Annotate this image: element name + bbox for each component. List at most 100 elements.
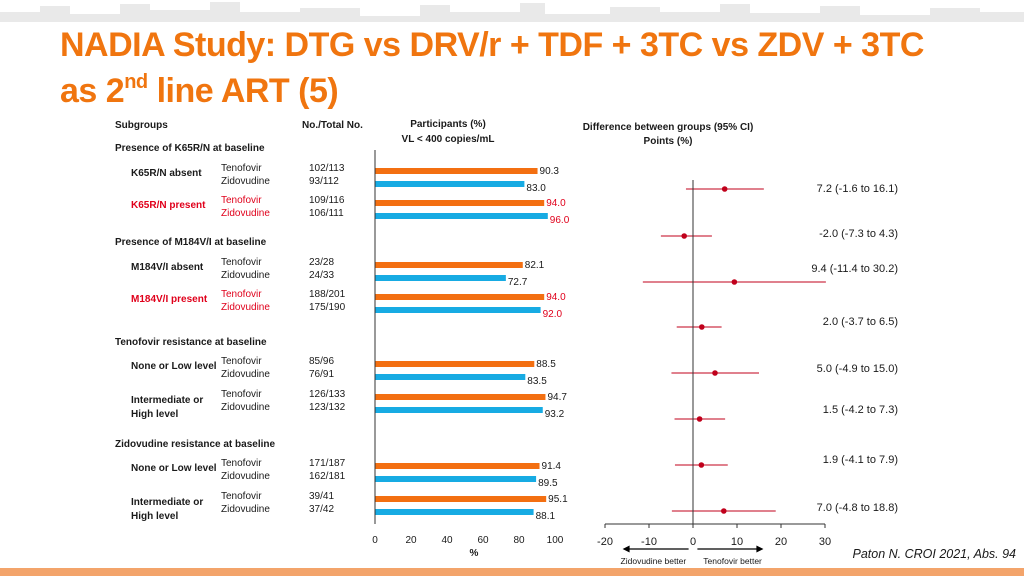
- ci-text: 1.9 (-4.1 to 7.9): [822, 454, 898, 466]
- arm-label: Tenofovir: [221, 491, 262, 502]
- bar-axis-tick-label: 60: [477, 535, 489, 546]
- forest-tick-label: -10: [641, 536, 657, 548]
- citation: Paton N. CROI 2021, Abs. 94: [852, 547, 1016, 561]
- forest-tick-label: -20: [597, 536, 613, 548]
- bar-axis-tick-label: 100: [546, 535, 564, 546]
- tenofovir-bar: [375, 294, 545, 300]
- count-value: 23/28: [309, 257, 335, 268]
- bar-value-label: 95.1: [548, 494, 568, 505]
- bar-value-label: 89.5: [538, 478, 558, 489]
- count-value: 162/181: [309, 471, 346, 482]
- bar-value-label: 72.7: [507, 277, 528, 288]
- subgroup-label: M184V/I present: [131, 294, 208, 305]
- arm-label: Tenofovir: [221, 389, 262, 400]
- title-superscript: nd: [124, 71, 148, 93]
- count-value: 175/190: [309, 302, 346, 313]
- subgroup-label: K65R/N present: [131, 200, 206, 211]
- ci-text: -2.0 (-7.3 to 4.3): [819, 228, 898, 240]
- section-heading: Tenofovir resistance at baseline: [115, 337, 267, 348]
- tenofovir-bar: [375, 496, 547, 502]
- tenofovir-bar: [375, 463, 540, 469]
- arm-label: Zidovudine: [221, 504, 270, 515]
- count-value: 126/133: [309, 389, 346, 400]
- subgroup-label: Intermediate or: [131, 395, 204, 406]
- ci-text: 7.2 (-1.6 to 16.1): [816, 183, 898, 195]
- zidovudine-bar: [375, 275, 506, 281]
- count-value: 102/113: [309, 163, 345, 174]
- arm-label: Tenofovir: [221, 163, 262, 174]
- arm-label: Zidovudine: [221, 302, 270, 313]
- bar-value-label: 83.0: [526, 183, 546, 194]
- forest-tick-label: 30: [818, 536, 832, 548]
- bar-value-label: 94.0: [546, 292, 566, 303]
- zidovudine-bar: [375, 181, 525, 187]
- arm-label: Tenofovir: [221, 195, 262, 206]
- bar-value-label: 83.5: [527, 376, 547, 387]
- zidovudine-bar: [375, 307, 541, 313]
- arrow-left-icon: [622, 545, 630, 553]
- footer-band: [0, 568, 1024, 576]
- difference-subheader: Points (%): [643, 136, 693, 147]
- arm-label: Zidovudine: [221, 402, 270, 413]
- count-value: 37/42: [309, 504, 335, 515]
- count-value: 106/111: [309, 208, 344, 219]
- zidovudine-better-label: Zidovudine better: [620, 556, 687, 566]
- forest-tick-label: 20: [774, 536, 788, 548]
- tenofovir-bar: [375, 200, 545, 206]
- tenofovir-bar: [375, 262, 523, 268]
- ci-point-estimate: [698, 462, 705, 468]
- participants-header: Participants (%): [410, 119, 486, 130]
- ci-text: 7.0 (-4.8 to 18.8): [816, 502, 898, 514]
- bar-value-label: 88.5: [536, 359, 556, 370]
- zidovudine-bar: [375, 509, 534, 515]
- zidovudine-bar: [375, 476, 537, 482]
- arm-label: Zidovudine: [221, 270, 270, 281]
- count-value: 85/96: [309, 356, 335, 367]
- arrow-right-icon: [756, 545, 764, 553]
- tenofovir-bar: [375, 394, 546, 400]
- count-value: 24/33: [309, 270, 335, 281]
- bar-value-label: 88.1: [535, 511, 556, 522]
- arm-label: Tenofovir: [221, 257, 262, 268]
- ci-text: 2.0 (-3.7 to 6.5): [822, 316, 898, 328]
- section-heading: Zidovudine resistance at baseline: [115, 439, 276, 450]
- ci-point-estimate: [696, 416, 703, 422]
- count-value: 39/41: [309, 491, 335, 502]
- bar-value-label: 93.2: [544, 409, 565, 420]
- tenofovir-better-label: Tenofovir better: [703, 556, 762, 566]
- arm-label: Zidovudine: [221, 176, 270, 187]
- forest-tick-label: 10: [730, 536, 744, 548]
- decorative-skyline: [0, 2, 1024, 22]
- zidovudine-bar: [375, 213, 548, 219]
- bar-axis-label: %: [469, 548, 479, 559]
- difference-header: Difference between groups (95% CI): [582, 122, 754, 133]
- ci-point-estimate: [712, 370, 718, 376]
- title-line-1: NADIA Study: DTG vs DRV/r + TDF + 3TC vs…: [60, 26, 924, 64]
- section-heading: Presence of K65R/N at baseline: [115, 143, 265, 154]
- tenofovir-bar: [375, 361, 535, 367]
- subgroup-label: Intermediate or: [131, 497, 204, 508]
- ci-text: 5.0 (-4.9 to 15.0): [816, 363, 898, 375]
- forest-tick-label: 0: [689, 536, 697, 548]
- subgroup-label: High level: [131, 511, 179, 522]
- bar-value-label: 82.1: [524, 260, 545, 271]
- bar-value-label: 90.3: [539, 166, 559, 177]
- subgroup-label: None or Low level: [131, 463, 217, 474]
- bar-value-label: 92.0: [542, 309, 563, 320]
- subgroups-header: Subgroups: [115, 120, 168, 131]
- count-value: 123/132: [309, 402, 346, 413]
- participants-subheader: VL < 400 copies/mL: [401, 134, 495, 145]
- subgroup-label: K65R/N absent: [131, 168, 202, 179]
- zidovudine-bar: [375, 407, 543, 413]
- slide-title: NADIA Study: DTG vs DRV/r + TDF + 3TC vs…: [60, 22, 924, 114]
- ci-text: 9.4 (-11.4 to 30.2): [811, 263, 898, 275]
- count-value: 93/112: [309, 176, 339, 187]
- bar-axis-tick-label: 0: [372, 535, 378, 546]
- bar-axis-tick-label: 80: [513, 535, 525, 546]
- arm-label: Tenofovir: [221, 356, 262, 367]
- count-value: 188/201: [309, 289, 346, 300]
- arm-label: Zidovudine: [221, 471, 270, 482]
- arm-label: Tenofovir: [221, 458, 262, 469]
- arm-label: Tenofovir: [221, 289, 262, 300]
